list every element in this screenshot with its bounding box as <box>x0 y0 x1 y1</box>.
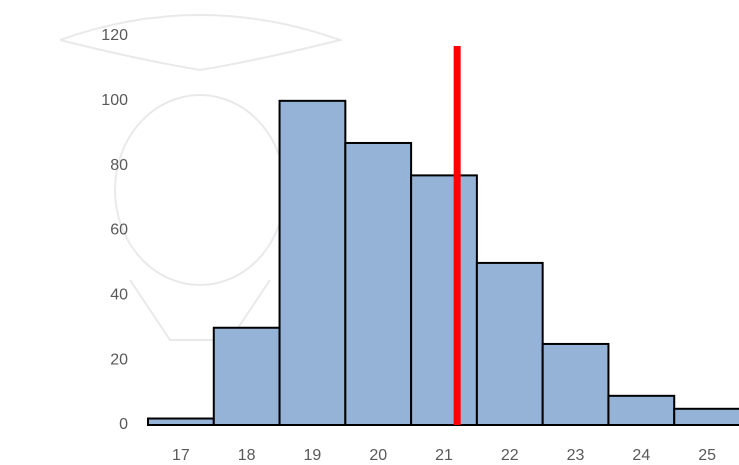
bar <box>344 141 413 426</box>
bar <box>147 417 215 426</box>
bar <box>278 99 347 426</box>
bar <box>673 407 739 426</box>
y-tick-label: 120 <box>101 27 128 44</box>
y-tick-label: 40 <box>110 287 128 304</box>
x-tick-label: 19 <box>304 447 322 464</box>
bar <box>541 342 610 427</box>
y-tick-label: 80 <box>110 157 128 174</box>
y-tick-label: 20 <box>110 351 128 368</box>
x-tick-label: 24 <box>632 447 650 464</box>
bar <box>410 174 478 426</box>
x-tick-label: 18 <box>238 447 256 464</box>
bar <box>475 261 544 426</box>
bar <box>212 326 281 426</box>
x-tick-label: 22 <box>501 447 519 464</box>
y-tick-label: 0 <box>119 416 128 433</box>
x-tick-label: 21 <box>435 447 453 464</box>
x-tick-label: 20 <box>369 447 387 464</box>
x-tick-label: 17 <box>172 447 190 464</box>
x-tick-label: 23 <box>567 447 585 464</box>
y-tick-label: 100 <box>101 92 128 109</box>
bar <box>607 394 676 427</box>
x-tick-label: 25 <box>698 447 716 464</box>
y-tick-label: 60 <box>110 222 128 239</box>
